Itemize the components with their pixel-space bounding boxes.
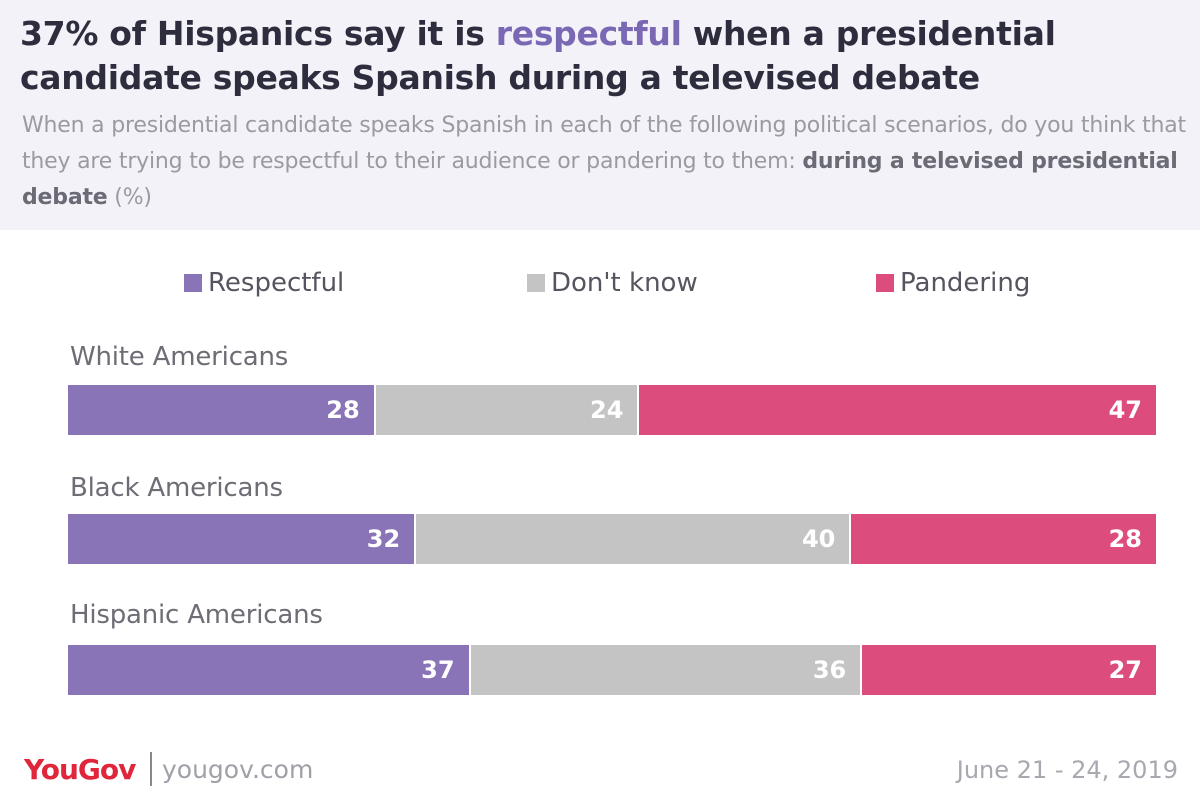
chart-title: 37% of Hispanics say it is respectful wh… <box>20 12 1190 100</box>
bar-row-1: 32 40 28 <box>68 514 1156 564</box>
footer-url[interactable]: yougov.com <box>162 755 314 784</box>
legend-label-1: Don't know <box>551 268 698 298</box>
subtitle-text: When a presidential candidate speaks Spa… <box>22 113 1186 174</box>
bar-row-0: 28 24 47 <box>68 385 1156 435</box>
subtitle-emphasis: during a televised presidential debate <box>22 149 1178 210</box>
bar-segment-1-1: 40 <box>416 514 850 564</box>
legend-item-2: Pandering <box>876 266 1030 300</box>
legend-swatch-0 <box>184 274 202 292</box>
bar-segment-2-1: 36 <box>470 645 861 695</box>
header-panel: 37% of Hispanics say it is respectful wh… <box>0 0 1200 230</box>
legend-label-2: Pandering <box>900 268 1031 298</box>
legend-label-0: Respectful <box>208 268 345 298</box>
bar-segment-1-2: 28 <box>851 514 1156 564</box>
legend-swatch-1 <box>527 274 545 292</box>
chart-subtitle: When a presidential candidate speaks Spa… <box>22 108 1192 216</box>
footer-divider <box>150 752 152 786</box>
bar-segment-0-2: 47 <box>639 385 1156 435</box>
legend-item-1: Don't know <box>527 266 698 300</box>
legend-item-0: Respectful <box>184 266 344 300</box>
bar-segment-0-0: 28 <box>68 385 374 435</box>
footer-date: June 21 - 24, 2019 <box>956 756 1178 784</box>
legend-swatch-2 <box>876 274 894 292</box>
bar-segment-0-1: 24 <box>375 385 638 435</box>
bar-row-2: 37 36 27 <box>68 645 1156 695</box>
yougov-logo: YouGov <box>24 753 136 786</box>
category-label-2: Hispanic Americans <box>70 600 323 630</box>
bar-segment-1-0: 32 <box>68 514 415 564</box>
category-label-0: White Americans <box>70 342 289 372</box>
category-label-1: Black Americans <box>70 473 283 503</box>
bar-segment-2-2: 27 <box>862 645 1156 695</box>
title-part-2: when a presidential candidate speaks Spa… <box>20 14 1056 97</box>
title-accent: respectful <box>495 14 682 53</box>
subtitle-unit: (%) <box>107 185 152 210</box>
bar-segment-2-0: 37 <box>68 645 469 695</box>
title-part-1: 37% of Hispanics say it is <box>20 14 496 53</box>
